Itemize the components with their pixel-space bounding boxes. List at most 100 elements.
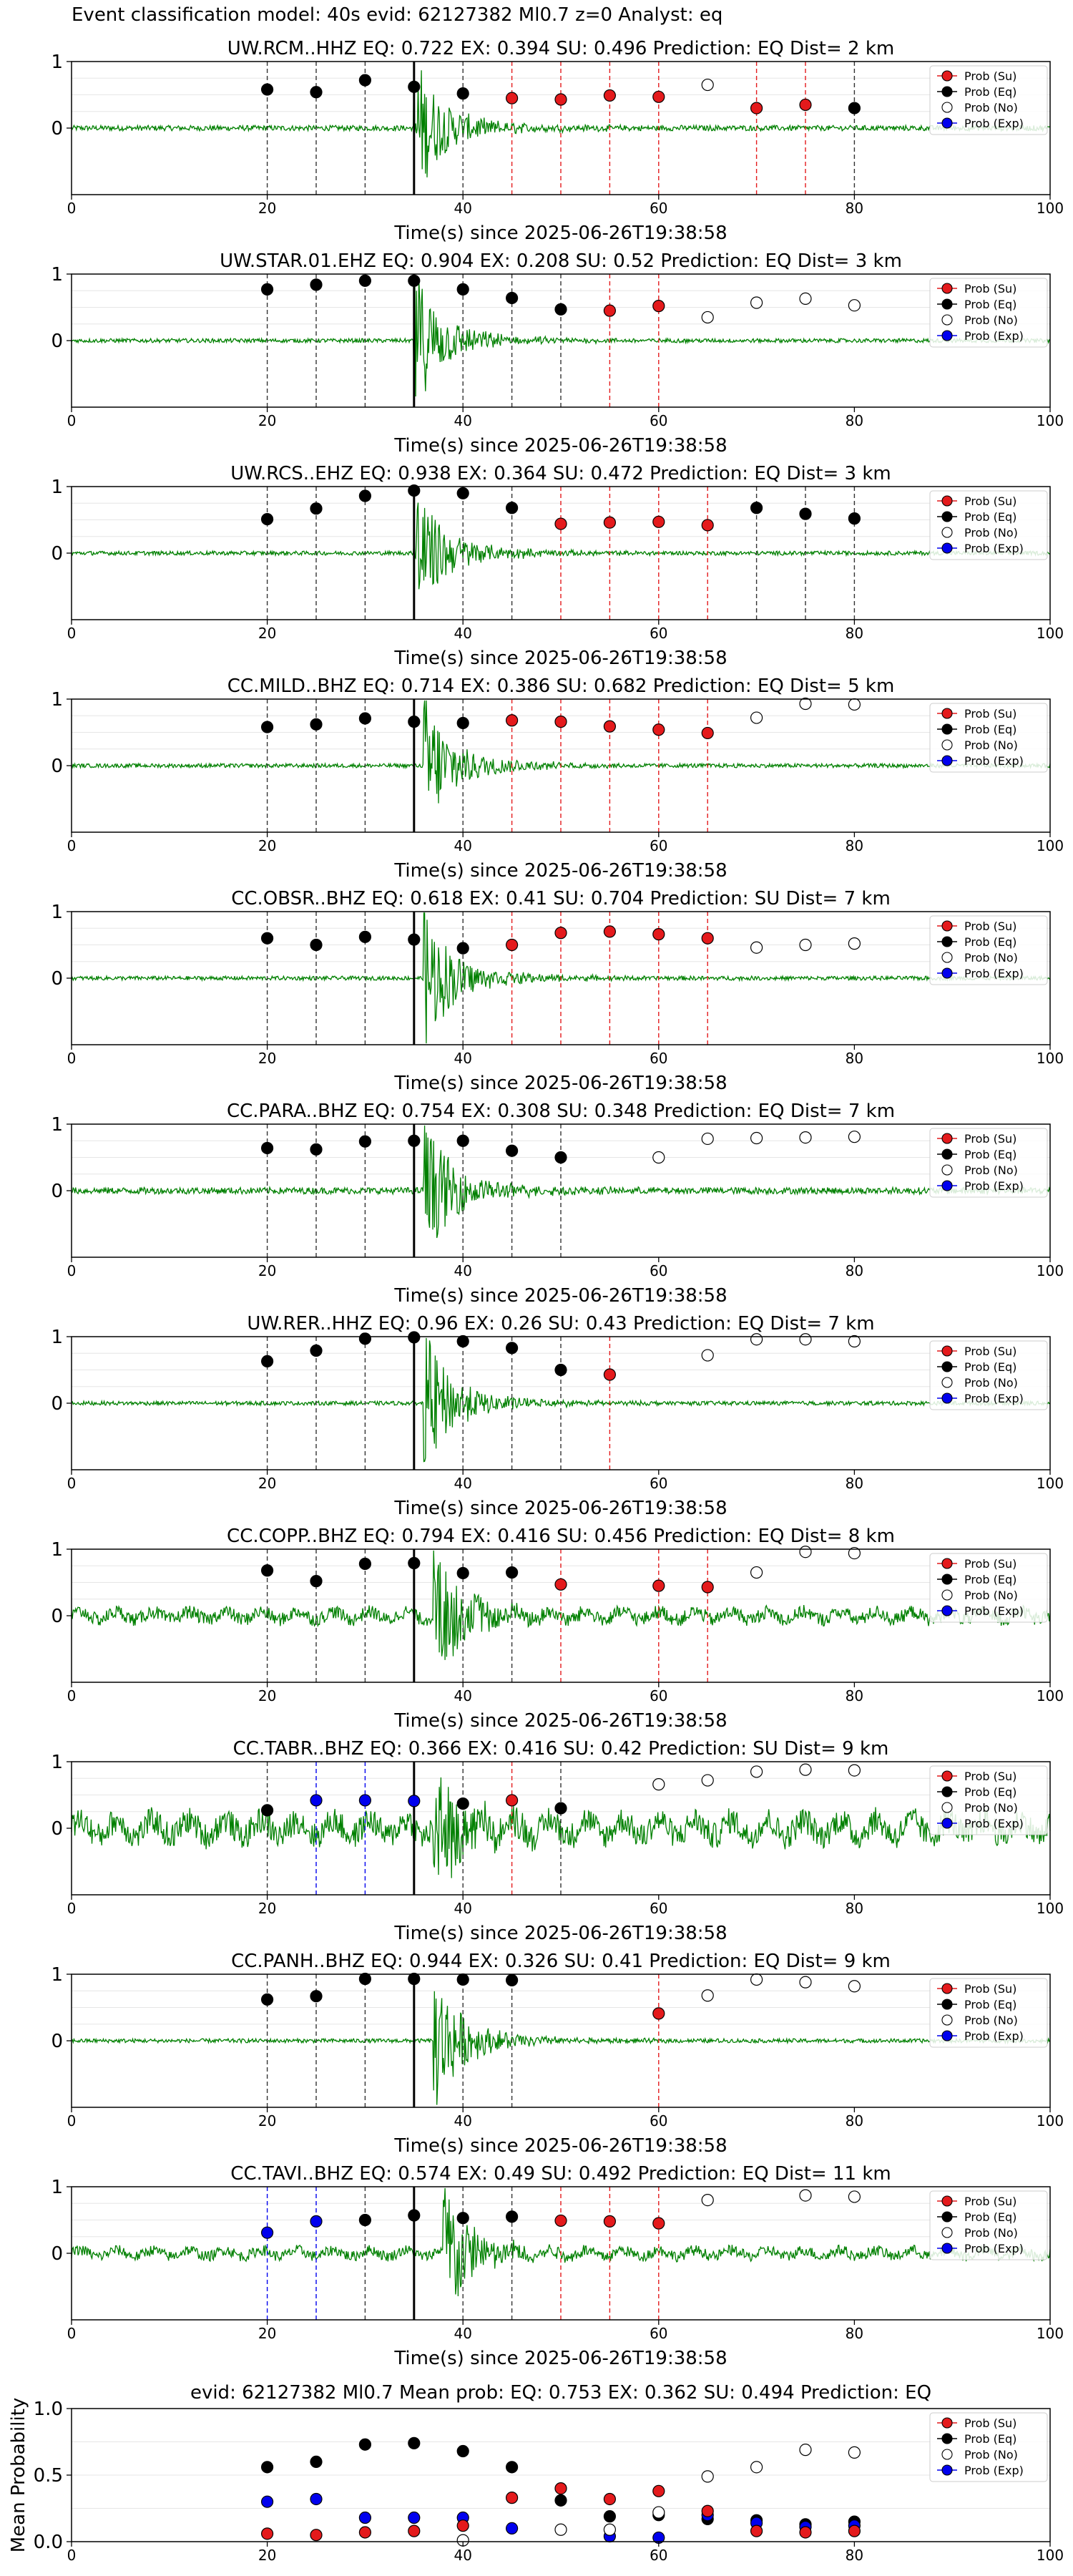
data-point-eq	[554, 1363, 567, 1377]
legend-entry-eq-marker	[941, 86, 953, 97]
data-point-no	[701, 1349, 714, 1362]
waveform-trace	[71, 1337, 1051, 1463]
x-tick-label: 100	[1037, 412, 1064, 429]
x-axis-label: Time(s) since 2025-06-26T19:38:58	[393, 2135, 727, 2157]
legend-entry-su: Prob (Su)	[964, 707, 1016, 721]
data-point-eq	[456, 487, 469, 499]
data-point-no	[799, 1763, 812, 1776]
legend-entry-eq-marker	[941, 1786, 953, 1797]
x-tick-label: 80	[846, 1262, 863, 1279]
data-point-eq	[505, 2210, 519, 2223]
x-tick-label: 80	[846, 625, 863, 642]
legend-entry-no-marker	[941, 527, 953, 538]
legend-entry-su: Prob (Su)	[964, 1557, 1016, 1571]
data-point-exp	[408, 1795, 421, 1807]
legend-entry-eq-marker	[941, 2433, 953, 2444]
x-tick-label: 100	[1037, 837, 1064, 854]
legend-entry-exp: Prob (Exp)	[964, 2029, 1024, 2043]
x-axis-label: Time(s) since 2025-06-26T19:38:58	[393, 1498, 727, 1519]
data-point-no	[603, 2523, 617, 2536]
x-tick-label: 40	[454, 1050, 471, 1067]
data-point-su	[505, 938, 519, 952]
x-tick-label: 0	[67, 1475, 77, 1492]
data-point-no	[701, 1132, 714, 1146]
x-tick-label: 0	[67, 1900, 77, 1917]
legend-entry-su-marker	[941, 920, 953, 932]
legend-entry-eq-marker	[941, 2211, 953, 2223]
data-point-no	[750, 1765, 763, 1778]
legend-entry-no-marker	[941, 1164, 953, 1176]
data-point-su	[652, 2007, 665, 2020]
data-point-eq	[505, 1974, 519, 1986]
data-point-exp	[505, 2522, 519, 2534]
data-point-no	[750, 1131, 763, 1145]
x-axis-label: Time(s) since 2025-06-26T19:38:58	[393, 223, 727, 244]
legend-entry-no: Prob (No)	[964, 1163, 1018, 1177]
data-point-no	[799, 2189, 812, 2202]
subplot: CC.TAVI..BHZ EQ: 0.574 EX: 0.49 SU: 0.49…	[51, 2163, 1064, 2369]
legend-box	[929, 1128, 1048, 1198]
x-tick-label: 40	[454, 1900, 471, 1917]
data-point-eq	[603, 2510, 617, 2523]
x-tick-label: 60	[650, 837, 667, 854]
data-point-eq	[456, 1973, 469, 1986]
x-tick-label: 20	[258, 2547, 276, 2564]
x-axis-label: Time(s) since 2025-06-26T19:38:58	[393, 1710, 727, 1732]
data-point-su	[701, 2504, 714, 2517]
data-point-exp	[310, 2215, 323, 2228]
legend-entry-su: Prob (Su)	[964, 2195, 1016, 2208]
data-point-eq	[310, 938, 323, 952]
data-point-su	[652, 928, 665, 941]
data-point-su	[554, 2214, 567, 2228]
y-tick-label: 0	[51, 1181, 63, 1202]
data-point-eq	[750, 502, 763, 514]
data-point-su	[652, 723, 665, 736]
y-tick-label: 0	[51, 118, 63, 140]
data-point-su	[554, 2482, 567, 2495]
y-tick-label: 1	[51, 1327, 63, 1348]
data-point-no	[848, 1980, 861, 1993]
x-tick-label: 40	[454, 1687, 471, 1704]
y-tick-label: 0	[51, 543, 63, 565]
y-tick-label: 1	[51, 1539, 63, 1561]
x-tick-label: 80	[846, 837, 863, 854]
subplot-title: UW.RER..HHZ EQ: 0.96 EX: 0.26 SU: 0.43 P…	[247, 1313, 874, 1335]
data-point-su	[554, 93, 567, 106]
y-tick-label: 0	[51, 1606, 63, 1627]
legend-entry-eq-marker	[941, 723, 953, 735]
legend-entry-su-marker	[941, 1345, 953, 1357]
data-point-su	[603, 2215, 617, 2228]
x-tick-label: 0	[67, 200, 77, 217]
subplot-title: CC.MILD..BHZ EQ: 0.714 EX: 0.386 SU: 0.6…	[227, 675, 895, 697]
legend-entry-no: Prob (No)	[964, 101, 1018, 114]
subplot: CC.PARA..BHZ EQ: 0.754 EX: 0.308 SU: 0.3…	[51, 1101, 1064, 1307]
data-point-su	[701, 1581, 714, 1594]
legend-entry-eq-marker	[941, 1574, 953, 1585]
y-tick-label: 0	[51, 1393, 63, 1415]
data-point-eq	[456, 1566, 469, 1580]
x-tick-label: 0	[67, 625, 77, 642]
legend-entry-eq: Prob (Eq)	[964, 2210, 1016, 2224]
x-axis-label: Time(s) since 2025-06-26T19:38:58	[393, 2348, 727, 2369]
data-point-su	[701, 726, 714, 740]
x-tick-label: 20	[258, 200, 276, 217]
x-tick-label: 20	[258, 412, 276, 429]
y-tick-label: 1	[51, 689, 63, 711]
data-point-exp	[408, 2511, 421, 2524]
y-tick-label: 0	[51, 331, 63, 352]
legend-box	[929, 2412, 1048, 2482]
legend-entry-no: Prob (No)	[964, 951, 1018, 965]
data-point-eq	[261, 1993, 274, 2006]
data-point-eq	[554, 1151, 567, 1164]
x-axis-label: Time(s) since 2025-06-26T19:38:58	[393, 648, 727, 669]
legend-entry-eq: Prob (Eq)	[964, 1148, 1016, 1161]
data-point-eq	[261, 2461, 274, 2474]
x-tick-label: 20	[258, 1687, 276, 1704]
data-point-eq	[358, 712, 371, 725]
legend-entry-eq-marker	[941, 1361, 953, 1372]
legend-entry-eq: Prob (Eq)	[964, 935, 1016, 949]
legend-entry-exp: Prob (Exp)	[964, 329, 1024, 343]
x-tick-label: 60	[650, 2112, 667, 2129]
x-axis-label: Time(s) since 2025-06-26T19:38:58	[393, 1285, 727, 1307]
